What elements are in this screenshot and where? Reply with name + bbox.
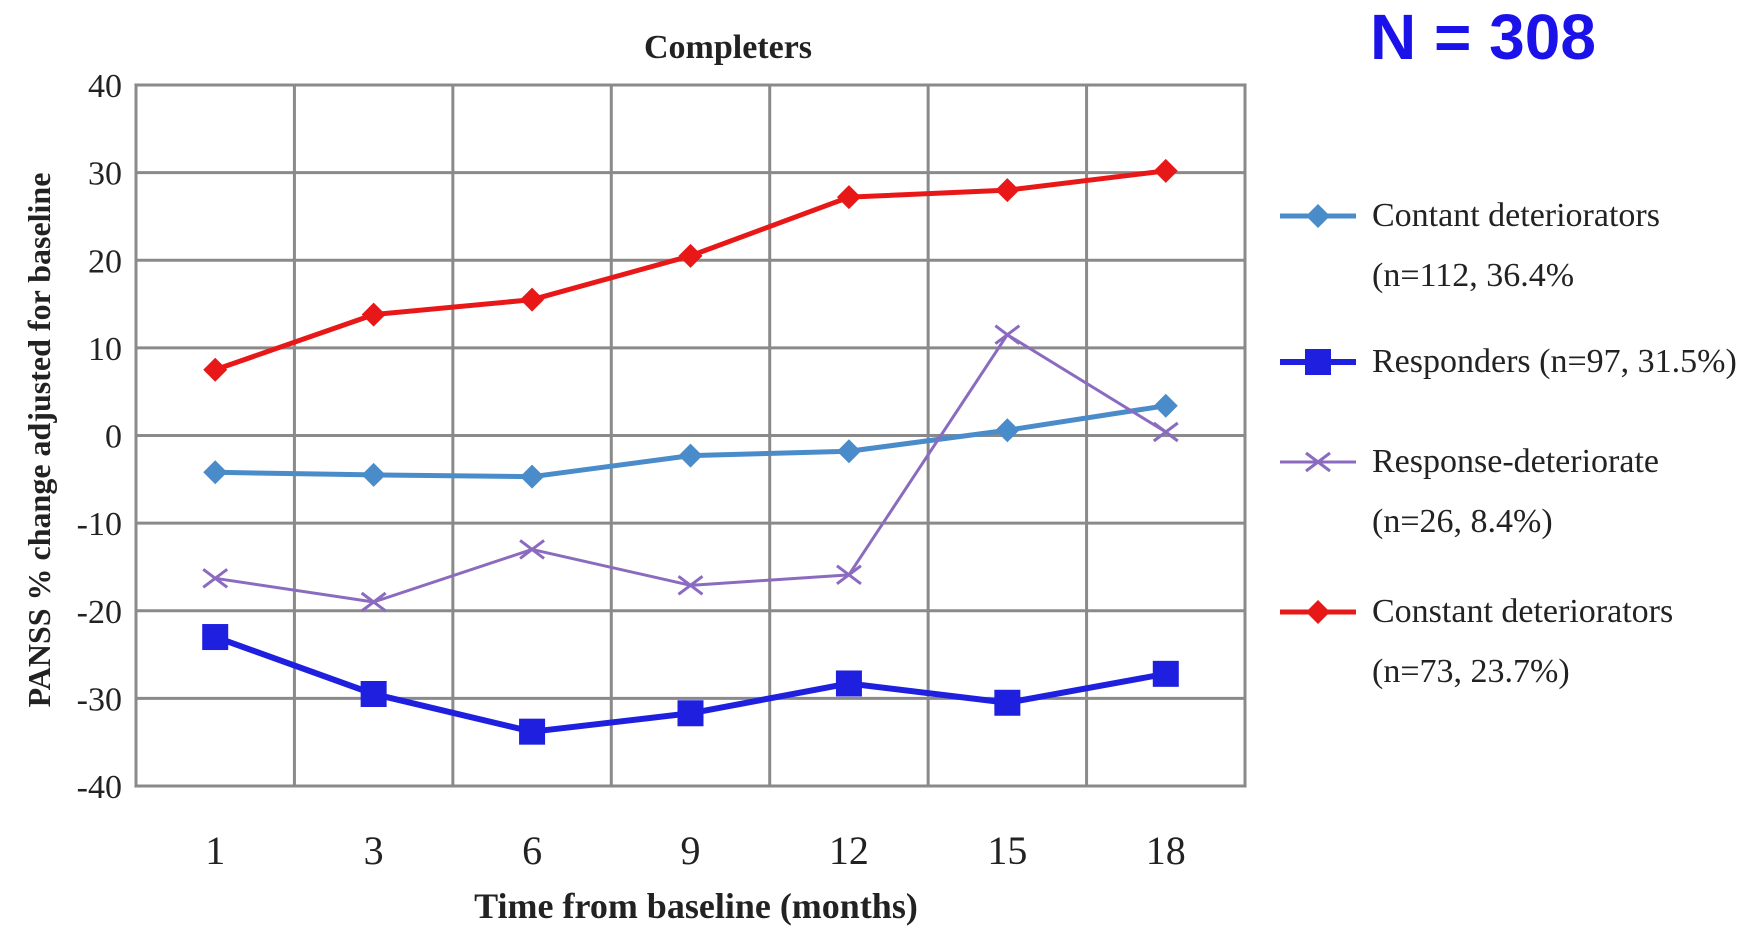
legend-label: Responders (n=97, 31.5%)	[1372, 343, 1737, 380]
legend-swatch-marker	[1305, 349, 1331, 375]
y-tick-labels: 40 30 20 10 0 -10 -20 -30 -40	[77, 68, 122, 806]
y-tick-label: 10	[88, 331, 122, 368]
x-tick-label: 9	[681, 828, 701, 873]
legend-item: Constant deteriorators (n=73, 23.7%)	[1280, 593, 1673, 690]
data-point	[994, 324, 1021, 345]
data-point	[677, 700, 704, 727]
data-point	[361, 302, 386, 327]
series-group	[202, 624, 1179, 745]
x-tick-label: 1	[205, 828, 225, 873]
data-point	[360, 680, 387, 707]
data-point	[1152, 421, 1179, 443]
data-point	[1152, 660, 1179, 687]
y-tick-label: -40	[77, 769, 122, 806]
data-point	[202, 624, 229, 651]
legend-label: Response-deteriorate	[1372, 443, 1659, 480]
y-tick-label: -30	[77, 681, 122, 718]
data-point	[203, 357, 228, 382]
data-point	[519, 539, 545, 560]
data-point	[1153, 393, 1178, 418]
data-point	[836, 439, 861, 464]
legend-label: (n=73, 23.7%)	[1372, 653, 1570, 690]
x-tick-label: 18	[1146, 828, 1186, 873]
legend-label: (n=112, 36.4%	[1372, 257, 1574, 294]
legend-item: Contant deteriorators (n=112, 36.4%	[1280, 197, 1660, 294]
data-point	[678, 243, 703, 268]
data-point	[202, 568, 229, 589]
data-point	[677, 575, 704, 596]
data-point	[994, 689, 1021, 716]
x-tick-label: 12	[829, 828, 869, 873]
y-tick-label: 20	[88, 243, 122, 280]
series-group	[202, 324, 1179, 613]
x-tick-label: 6	[522, 828, 542, 873]
data-point	[995, 178, 1020, 203]
legend: Contant deteriorators (n=112, 36.4% Respon…	[1280, 197, 1737, 690]
series-group	[203, 393, 1178, 489]
x-tick-labels: 1 3 6 9 12 15 18	[205, 828, 1186, 873]
legend-label: Contant deteriorators	[1372, 197, 1660, 234]
legend-item: Responders (n=97, 31.5%)	[1280, 343, 1737, 380]
legend-label: Constant deteriorators	[1372, 593, 1673, 630]
legend-swatch-marker	[1306, 204, 1330, 228]
gridlines	[134, 83, 1247, 788]
x-tick-label: 3	[364, 828, 384, 873]
data-point	[1153, 158, 1178, 183]
data-point	[836, 564, 862, 586]
y-axis-label: PANSS % change adjusted for baseline	[21, 173, 57, 708]
legend-swatch-marker	[1305, 451, 1331, 473]
data-series	[202, 158, 1179, 745]
sample-size-label: N = 308	[1370, 1, 1596, 73]
legend-item: Response-deteriorate (n=26, 8.4%)	[1280, 443, 1659, 540]
legend-swatch-marker	[1306, 600, 1330, 624]
y-tick-label: 40	[88, 68, 122, 105]
data-point	[835, 670, 862, 697]
data-point	[203, 460, 228, 485]
data-point	[678, 443, 703, 468]
y-tick-label: 0	[105, 419, 122, 456]
legend-label: (n=26, 8.4%)	[1372, 503, 1553, 540]
x-axis-label: Time from baseline (months)	[474, 886, 918, 926]
data-point	[995, 418, 1020, 443]
series-group	[203, 158, 1178, 382]
data-point	[836, 185, 861, 210]
data-point	[360, 591, 387, 613]
data-point	[519, 718, 546, 745]
y-tick-label: 30	[88, 156, 122, 193]
data-point	[520, 464, 545, 489]
y-tick-label: -20	[77, 594, 122, 631]
x-tick-label: 15	[987, 828, 1027, 873]
data-point	[520, 287, 545, 312]
data-point	[361, 462, 386, 487]
y-tick-label: -10	[77, 506, 122, 543]
chart-title: Completers	[644, 29, 812, 66]
